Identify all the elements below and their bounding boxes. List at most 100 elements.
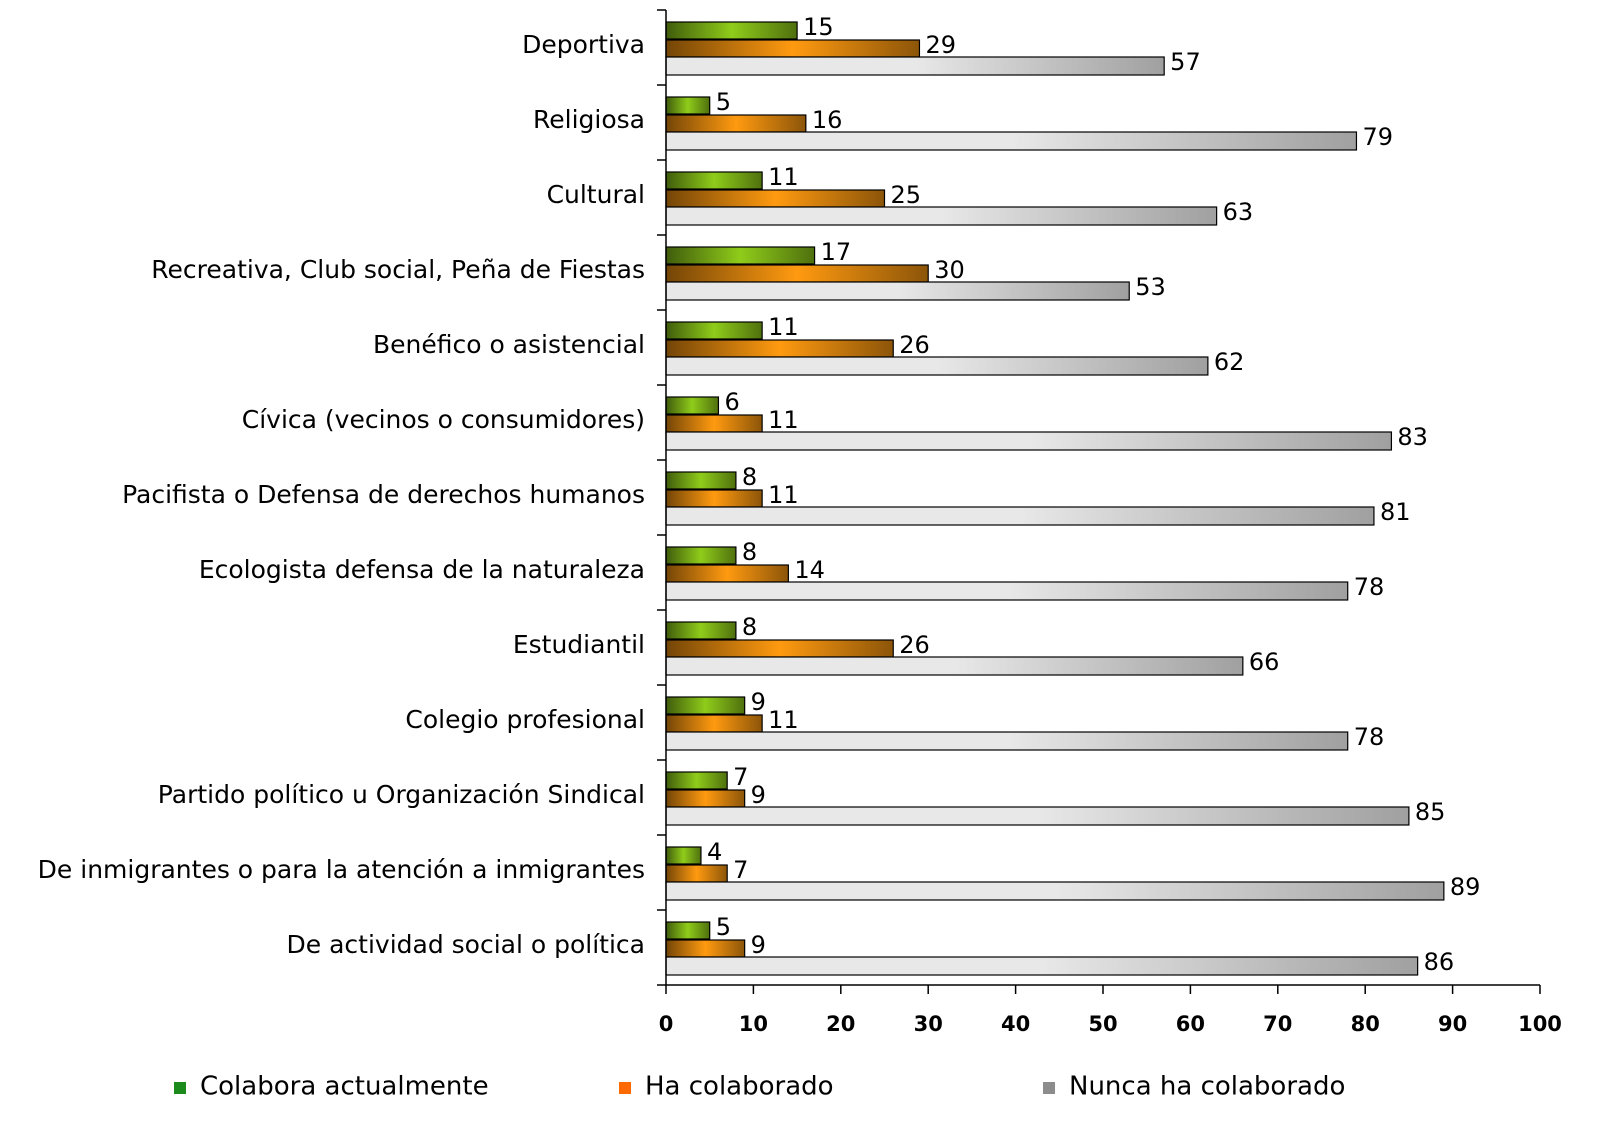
bar [665,864,728,883]
x-tick-label: 50 [1088,1012,1117,1036]
data-label: 81 [1380,498,1411,526]
bar [665,281,1130,301]
bar [665,564,789,583]
bar [665,546,737,565]
data-label: 15 [803,13,834,41]
data-label: 11 [768,706,799,734]
category-label: Cívica (vecinos o consumidores) [242,405,645,434]
data-label: 9 [751,781,766,809]
data-label: 11 [768,313,799,341]
data-label: 4 [707,838,722,866]
data-label: 5 [716,88,731,116]
bar [665,131,1358,151]
data-label: 8 [742,538,757,566]
data-label: 86 [1424,948,1455,976]
category-label: Ecologista defensa de la naturaleza [199,555,645,584]
bar [665,114,807,133]
data-label: 89 [1450,873,1481,901]
legend-label: Nunca ha colaborado [1069,1072,1345,1102]
x-tick-label: 100 [1518,1012,1562,1036]
x-tick-label: 80 [1351,1012,1380,1036]
data-label: 26 [899,631,930,659]
bar [665,39,921,58]
data-label: 8 [742,613,757,641]
category-label: Partido político u Organización Sindical [158,780,645,809]
data-label: 63 [1223,198,1254,226]
bar [665,656,1244,676]
legend-swatch [1043,1082,1055,1094]
data-label: 14 [794,556,825,584]
data-label: 29 [925,31,956,59]
data-label: 6 [724,388,739,416]
bar [665,246,816,265]
bar [665,771,728,790]
bar [665,921,711,940]
data-label: 11 [768,406,799,434]
bar [665,939,746,958]
bar [665,806,1410,826]
category-label: Religiosa [533,105,645,134]
bar [665,696,746,715]
data-label: 16 [812,106,843,134]
bar [665,489,763,508]
x-tick-label: 90 [1438,1012,1467,1036]
bar [665,956,1419,976]
category-label: Estudiantil [513,630,645,659]
data-label: 62 [1214,348,1245,376]
category-label: Cultural [547,180,645,209]
bar [665,731,1349,751]
data-label: 78 [1354,573,1385,601]
legend-label: Ha colaborado [645,1072,834,1102]
data-label: 30 [934,256,965,284]
x-tick-label: 10 [739,1012,768,1036]
category-label: Pacifista o Defensa de derechos humanos [122,480,645,509]
legend-label: Colabora actualmente [200,1072,489,1102]
bar [665,171,763,190]
data-label: 78 [1354,723,1385,751]
data-label: 8 [742,463,757,491]
bar [665,431,1393,451]
data-label: 53 [1135,273,1166,301]
data-label: 66 [1249,648,1280,676]
bar [665,21,798,40]
bar [665,339,894,358]
x-tick-label: 60 [1176,1012,1205,1036]
bar [665,789,746,808]
legend-swatch [619,1082,631,1094]
bar [665,846,702,865]
data-label: 7 [733,763,748,791]
bar [665,396,720,415]
data-label: 5 [716,913,731,941]
data-label: 17 [821,238,852,266]
data-label: 9 [751,688,766,716]
bar [665,414,763,433]
legend-swatch [174,1082,186,1094]
bar [665,621,737,640]
x-tick-label: 20 [826,1012,855,1036]
category-label: Benéfico o asistencial [373,330,645,359]
bar [665,356,1209,376]
data-label: 57 [1170,48,1201,76]
category-label: Deportiva [522,30,645,59]
bar [665,96,711,115]
data-label: 11 [768,481,799,509]
category-label: De inmigrantes o para la atención a inmi… [38,855,645,884]
data-label: 26 [899,331,930,359]
bar [665,189,886,208]
bar [665,56,1165,76]
bar [665,264,929,283]
x-tick-label: 0 [659,1012,674,1036]
data-label: 9 [751,931,766,959]
bar [665,321,763,340]
x-tick-label: 70 [1263,1012,1292,1036]
x-tick-label: 30 [914,1012,943,1036]
data-label: 85 [1415,798,1446,826]
bar [665,639,894,658]
data-label: 7 [733,856,748,884]
data-label: 83 [1397,423,1428,451]
bar [665,581,1349,601]
x-tick-label: 40 [1001,1012,1030,1036]
bar [665,506,1375,526]
data-label: 79 [1362,123,1393,151]
